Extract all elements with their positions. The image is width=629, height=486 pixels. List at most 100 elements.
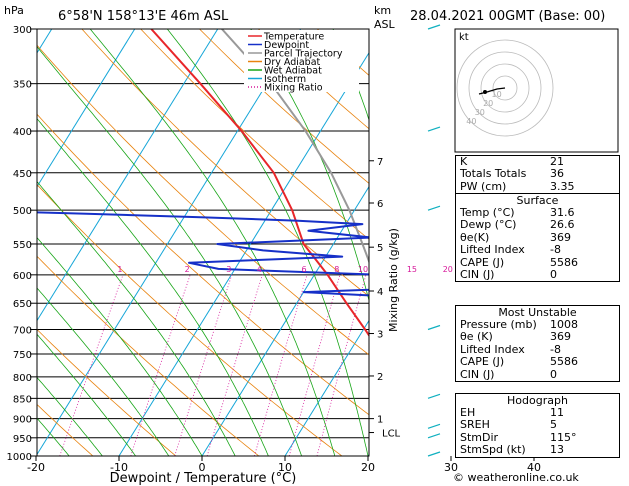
height-label: 3: [377, 330, 383, 341]
mixing-ratio-label: 8: [334, 265, 339, 274]
legend-label: Wet Adiabat: [264, 66, 322, 77]
hodograph-ring-label: 40: [466, 117, 476, 126]
index-value: 0: [550, 367, 557, 381]
pressure-tick-label: 850: [13, 394, 32, 405]
x-axis-title: Dewpoint / Temperature (°C): [110, 471, 297, 486]
hodograph-storm-motion: [483, 90, 487, 94]
mixing-ratio-line: [174, 274, 233, 456]
index-value: 369: [550, 230, 571, 244]
height-label: 4: [377, 287, 383, 298]
isotherm-line: [37, 29, 219, 322]
wet-adiabat-line: [37, 417, 70, 456]
wet-adiabat-line: [37, 181, 236, 456]
hpa-unit-label: hPa: [4, 4, 24, 17]
surface-table: Surface Temp (°C) 31.6 Dewp (°C) 26.6 θe(K) 3…: [455, 193, 620, 283]
dry-adiabat-line: [37, 255, 260, 456]
mixing-ratio-label: 20: [443, 265, 453, 274]
index-value: 5586: [550, 355, 578, 369]
surface-title: Surface: [516, 194, 559, 207]
index-value: 11: [550, 406, 564, 419]
index-row: PW (cm) 3.35: [456, 179, 619, 193]
index-value: 1008: [550, 318, 578, 331]
date-title: 28.04.2021 00GMT (Base: 00): [410, 9, 605, 24]
dewpoint-line: [37, 211, 369, 297]
index-key: EH: [460, 406, 476, 419]
dry-adiabat-line: [37, 184, 343, 456]
index-value: 36: [550, 167, 564, 181]
pressure-tick-label: 600: [13, 271, 32, 282]
index-key: K: [460, 155, 468, 168]
index-row: EH 11: [456, 406, 619, 419]
index-value: 13: [550, 443, 564, 457]
isotherm-line: [201, 185, 369, 456]
index-row: Pressure (mb) 1008: [456, 318, 619, 331]
mixing-ratio-axis-title: Mixing Ratio (g/kg): [387, 228, 400, 332]
wet-adiabat-line: [250, 29, 369, 303]
index-value: 369: [550, 330, 571, 344]
legend-label: Isotherm: [264, 74, 306, 85]
index-value: 0: [550, 267, 557, 281]
index-key: StmSpd (kt): [460, 443, 526, 457]
wind-barb: [427, 24, 441, 30]
index-key: θe (K): [460, 330, 493, 344]
mixing-ratio-label: 3: [226, 265, 231, 274]
hodograph-indices-section: EH 11 SREH 5 StmDir 115° StmSpd (kt) 13: [456, 406, 619, 457]
x-tick-label: 30: [444, 461, 458, 474]
index-row: Dewp (°C) 26.6: [456, 218, 619, 232]
index-key: PW (cm): [460, 179, 507, 193]
legend-box: [244, 30, 359, 92]
index-row: Temp (°C) 31.6: [456, 206, 619, 219]
hodograph-ring: [480, 63, 530, 113]
legend-label: Mixing Ratio: [264, 83, 323, 94]
x-tick-label: 0: [199, 461, 206, 474]
legend-label: Parcel Trajectory: [264, 49, 343, 60]
wet-adiabat-line: [89, 29, 336, 456]
parcel-trajectory-line: [221, 29, 369, 265]
index-value: 5: [550, 418, 557, 432]
wet-adiabat-line: [37, 236, 203, 456]
wind-barb: [427, 324, 441, 331]
index-key: θe(K): [460, 230, 490, 244]
wind-barb: [427, 423, 441, 429]
index-key: Temp (°C): [460, 206, 515, 219]
pressure-tick-label: 500: [13, 206, 32, 217]
hodograph-frame: [454, 28, 619, 153]
pressure-tick-label: 800: [13, 373, 32, 384]
most-unstable-table: Most Unstable Pressure (mb) 1008 θe (K) 369…: [455, 305, 620, 382]
mixing-ratio-line: [316, 274, 367, 456]
index-row: θe (K) 369: [456, 330, 619, 344]
mixing-ratio-line: [254, 274, 308, 456]
index-key: CAPE (J): [460, 355, 505, 369]
x-tick-label: 40: [527, 461, 541, 474]
hodograph-ring-label: 10: [492, 90, 502, 99]
index-row: SREH 5: [456, 418, 619, 432]
index-key: Lifted Index: [460, 243, 525, 257]
hodograph-indices-table: Hodograph EH 11 SREH 5 StmDir 115° StmSpd (kt)…: [455, 393, 620, 458]
height-label: 6: [377, 199, 383, 210]
index-value: 5586: [550, 255, 578, 269]
pressure-tick-label: 750: [13, 350, 32, 361]
index-key: Totals Totals: [460, 167, 527, 181]
legend-label: Dry Adiabat: [264, 57, 321, 68]
index-value: 3.35: [550, 179, 575, 193]
index-value: -8: [550, 243, 561, 257]
hodograph-trace: [478, 87, 506, 95]
dry-adiabat-line: [199, 29, 369, 184]
legend-label: Temperature: [263, 32, 324, 43]
wet-adiabat-line: [37, 118, 269, 456]
km-unit-label: km: [374, 4, 391, 17]
wet-adiabat-line: [166, 29, 369, 456]
wet-adiabat-line: [37, 333, 136, 456]
x-tick-label: -20: [27, 461, 45, 474]
index-row: CIN (J) 0: [456, 267, 619, 281]
wet-adiabat-line: [332, 29, 369, 122]
hodograph-ring: [492, 75, 518, 101]
index-value: 26.6: [550, 218, 575, 232]
index-key: Lifted Index: [460, 342, 525, 356]
hodograph-ring: [468, 51, 542, 125]
wind-barb: [427, 451, 441, 457]
wind-barb: [427, 393, 441, 399]
height-label: LCL: [382, 429, 401, 440]
